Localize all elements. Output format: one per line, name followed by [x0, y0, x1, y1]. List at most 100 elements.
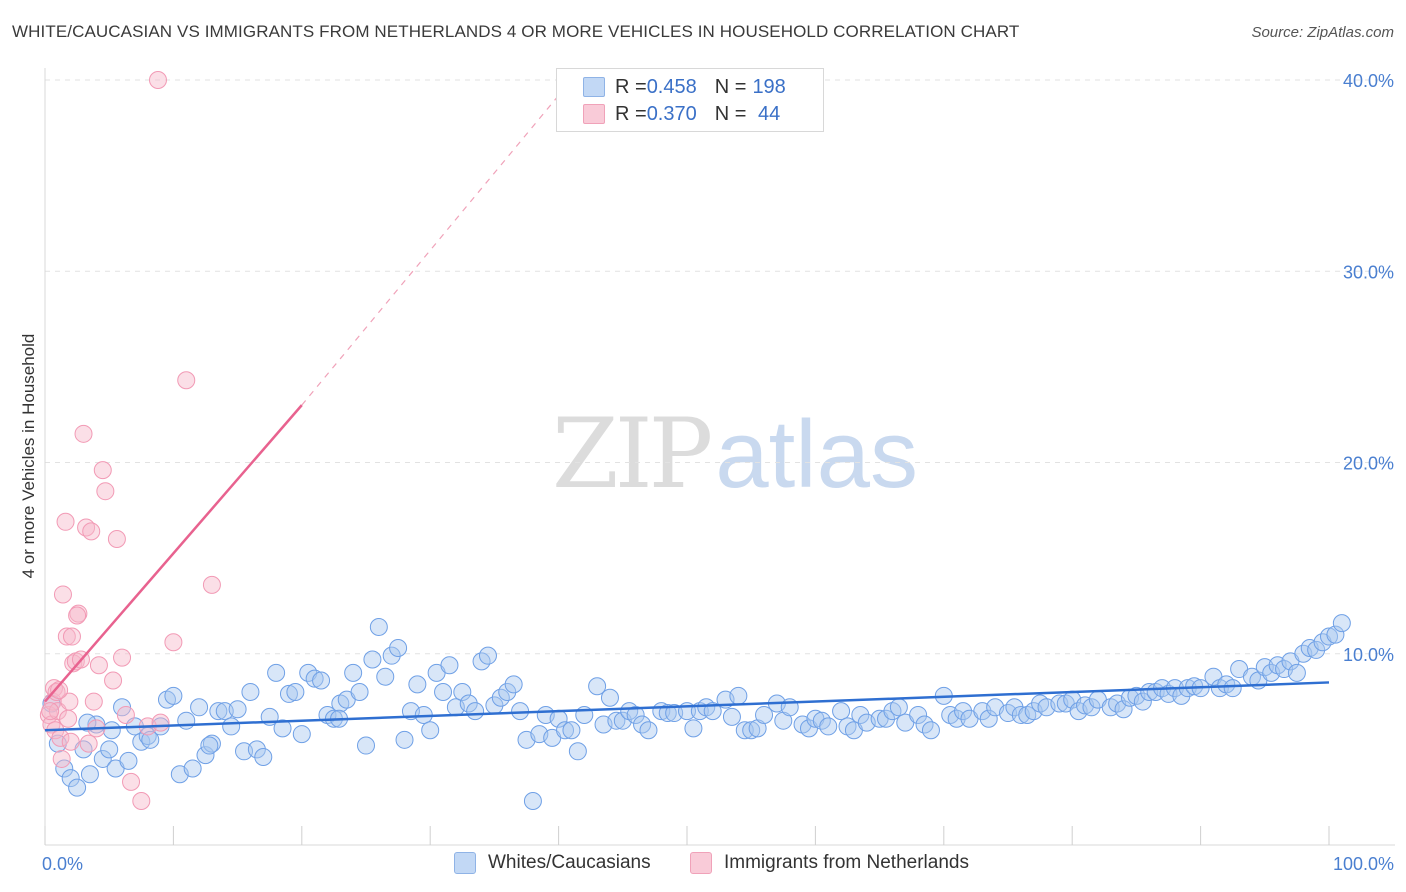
- data-point-whites: [93, 749, 112, 768]
- data-point-whites: [196, 746, 215, 765]
- data-point-whites: [228, 700, 247, 719]
- bottom-legend-swatch-netherlands: [690, 852, 712, 874]
- data-point-whites: [80, 765, 99, 784]
- y-axis-label: 4 or more Vehicles in Household: [19, 334, 38, 579]
- data-point-whites: [466, 702, 485, 721]
- watermark: ZIPatlas: [552, 398, 918, 510]
- bottom-legend-label-whites: Whites/Caucasians: [488, 852, 651, 873]
- source-credit: Source: ZipAtlas.com: [1251, 24, 1394, 41]
- data-point-whites: [889, 698, 908, 717]
- data-point-whites: [350, 683, 369, 701]
- data-point-whites: [1320, 627, 1338, 646]
- data-point-netherlands: [53, 585, 72, 604]
- legend-n-value: 44: [752, 102, 781, 125]
- data-point-whites: [254, 748, 273, 767]
- data-point-whites: [600, 688, 619, 707]
- y-tick-label: 30.0%: [1343, 262, 1394, 282]
- legend-swatch-netherlands: [583, 104, 605, 124]
- data-point-whites: [267, 663, 286, 682]
- data-point-whites: [78, 713, 97, 732]
- data-point-whites: [247, 740, 266, 759]
- data-point-whites: [1114, 700, 1133, 719]
- data-point-whites: [626, 705, 645, 724]
- data-point-whites: [292, 725, 311, 744]
- data-point-whites: [100, 740, 119, 759]
- grid-lines: [45, 79, 1395, 655]
- data-point-whites: [588, 677, 607, 696]
- data-point-whites: [200, 736, 219, 755]
- data-point-whites: [459, 694, 478, 713]
- data-point-whites: [947, 709, 966, 728]
- data-point-netherlands: [79, 734, 98, 753]
- legend-swatch-whites: [583, 77, 605, 97]
- data-point-netherlands: [89, 656, 108, 675]
- y-tick-label: 20.0%: [1343, 454, 1394, 474]
- legend-box: R = 0.458 N = 198 R = 0.370 N = 44: [556, 68, 824, 132]
- data-point-whites: [722, 707, 741, 726]
- data-point-whites: [421, 721, 440, 740]
- data-point-netherlands: [52, 749, 71, 768]
- data-point-whites: [523, 792, 542, 811]
- series-whites-points: [42, 614, 1351, 811]
- data-point-netherlands: [61, 732, 80, 751]
- data-point-whites: [1307, 640, 1326, 659]
- data-point-netherlands: [60, 692, 79, 711]
- data-point-whites: [279, 684, 298, 703]
- tick-labels: 10.0% 20.0% 30.0% 40.0% 0.0% 100.0%: [42, 71, 1394, 874]
- data-point-whites: [363, 650, 382, 669]
- data-point-whites: [305, 669, 324, 688]
- data-point-whites: [357, 736, 375, 755]
- data-point-whites: [562, 721, 581, 740]
- data-point-whites: [504, 675, 523, 694]
- data-point-netherlands: [74, 424, 93, 443]
- data-point-whites: [222, 717, 241, 736]
- data-point-whites: [1082, 698, 1101, 717]
- data-point-whites: [408, 675, 427, 694]
- data-point-whites: [658, 704, 677, 723]
- data-point-netherlands: [68, 606, 87, 625]
- data-point-netherlands: [132, 792, 151, 811]
- data-point-whites: [979, 709, 998, 728]
- data-point-whites: [703, 702, 722, 721]
- trend-line-netherlands: [44, 404, 303, 703]
- watermark-atlas: atlas: [715, 401, 918, 508]
- data-point-whites: [877, 709, 896, 728]
- data-point-netherlands: [202, 575, 221, 594]
- data-point-whites: [389, 639, 408, 658]
- data-point-netherlands: [50, 681, 69, 700]
- data-point-netherlands: [148, 71, 167, 89]
- legend-row-whites: R = 0.458 N = 198: [615, 74, 786, 100]
- data-point-whites: [68, 778, 87, 797]
- data-point-netherlands: [93, 461, 112, 480]
- data-point-whites: [202, 734, 221, 753]
- data-point-whites: [478, 646, 497, 665]
- data-point-whites: [453, 683, 472, 701]
- data-point-whites: [395, 730, 414, 749]
- watermark-zip: ZIP: [552, 398, 713, 510]
- data-point-netherlands: [113, 648, 132, 667]
- series-netherlands-points: [39, 71, 221, 811]
- legend-r-value: 0.370: [646, 102, 697, 125]
- data-point-netherlands: [151, 713, 170, 732]
- data-point-whites: [344, 663, 363, 682]
- data-point-whites: [568, 742, 587, 761]
- legend-n-label: N =: [714, 102, 747, 125]
- data-point-netherlands: [59, 709, 78, 728]
- data-point-netherlands: [177, 371, 196, 390]
- data-point-netherlands: [164, 633, 183, 652]
- data-point-whites: [1326, 625, 1345, 644]
- data-point-whites: [119, 751, 138, 770]
- legend-r-label: R =: [615, 102, 647, 125]
- data-point-whites: [286, 683, 305, 701]
- data-point-whites: [729, 686, 748, 705]
- data-point-whites: [607, 711, 626, 730]
- bottom-legend-swatch-whites: [454, 852, 476, 874]
- bottom-legend-whites: Whites/Caucasians: [454, 852, 651, 874]
- data-point-netherlands: [56, 512, 75, 531]
- trend-lines: [44, 79, 1330, 732]
- data-point-whites: [639, 721, 658, 740]
- data-point-whites: [141, 730, 160, 749]
- data-point-netherlands: [82, 522, 101, 541]
- data-point-netherlands: [47, 683, 66, 701]
- data-point-whites: [819, 717, 838, 736]
